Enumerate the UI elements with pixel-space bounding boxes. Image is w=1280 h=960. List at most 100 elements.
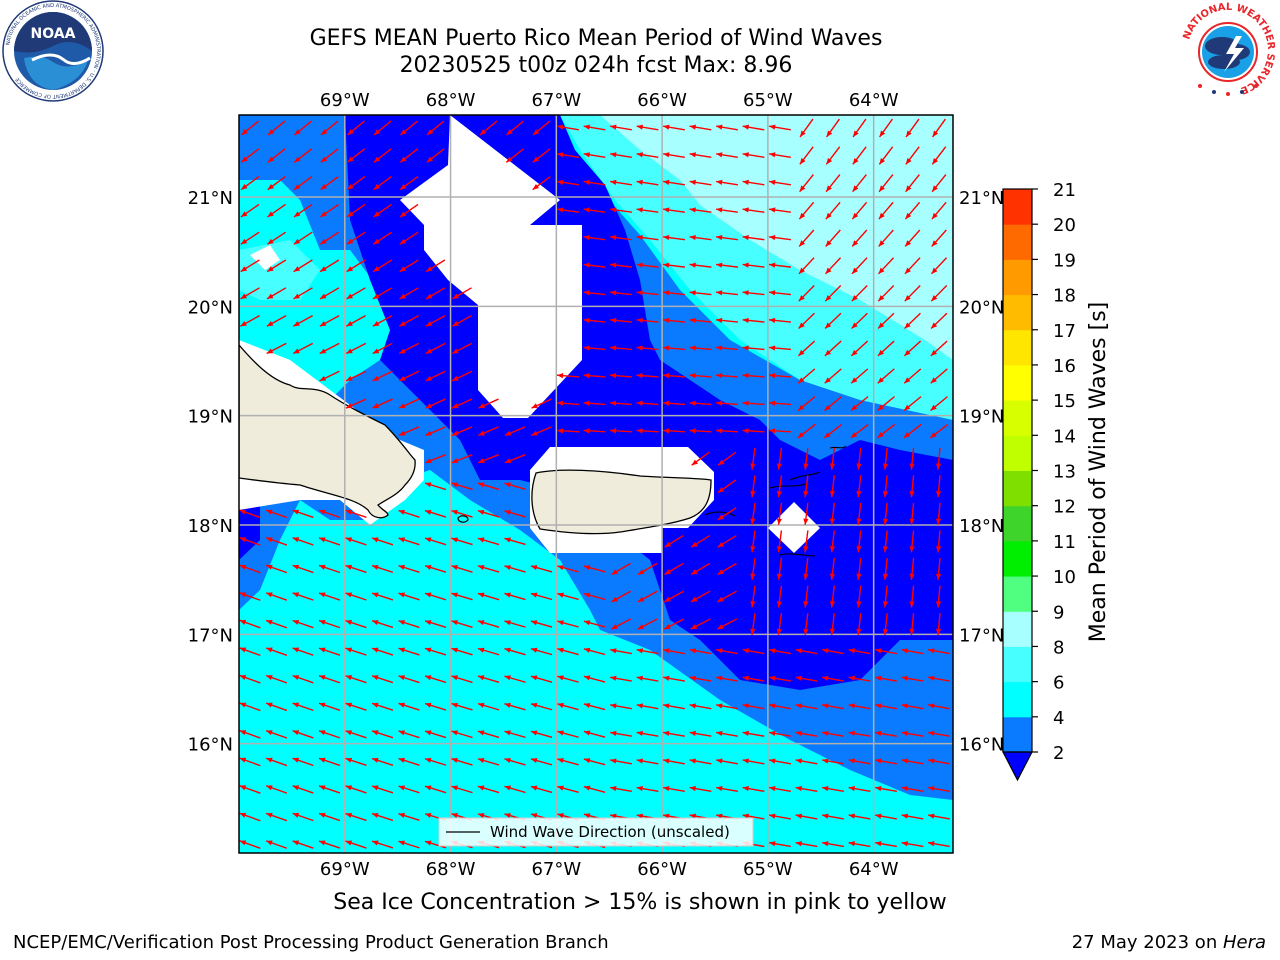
wind-wave-arrowhead [477, 509, 485, 515]
colorbar-tick-label: 11 [1053, 532, 1076, 553]
wind-wave-arrowhead [905, 212, 912, 220]
wind-wave-arrowhead [266, 509, 273, 515]
wind-wave-arrowhead [478, 430, 485, 436]
wind-wave-arrowhead [504, 675, 511, 681]
wind-wave-arrowhead [267, 183, 275, 190]
wind-wave-arrowhead [906, 130, 912, 137]
wind-wave-arrowhead [636, 207, 643, 213]
wind-wave-arrowhead [610, 345, 617, 351]
wind-wave-arrowhead [769, 373, 776, 379]
wind-wave-arrowhead [504, 702, 511, 708]
wind-wave-arrowhead [504, 620, 511, 626]
wind-wave-arrowhead [742, 262, 749, 268]
lon-label-top: 67°W [531, 90, 581, 111]
wind-wave-arrowhead [824, 349, 832, 356]
wind-wave-arrowhead [451, 565, 458, 570]
wind-wave-arrowhead [478, 458, 485, 463]
wind-wave-arrowhead [239, 564, 247, 570]
wind-wave-arrowhead [266, 785, 273, 791]
wind-wave-arrowhead [424, 647, 432, 653]
wind-wave-arrowhead [851, 349, 858, 356]
wind-wave-arrowhead [399, 375, 406, 381]
wind-wave-arrowhead [882, 601, 889, 608]
wind-wave-arrowhead [875, 675, 882, 681]
wind-wave-arrowhead [372, 785, 379, 791]
wind-wave-arrowhead [241, 183, 248, 190]
wind-wave-arrowhead [935, 601, 942, 608]
wind-wave-arrowhead [451, 482, 458, 488]
wind-wave-arrowhead [852, 185, 859, 192]
wind-wave-arrowhead [610, 235, 617, 241]
wind-wave-arrowhead [878, 212, 885, 220]
wind-wave-arrowhead [346, 211, 354, 217]
wind-wave-arrowhead [266, 321, 274, 327]
wind-wave-arrowhead [716, 703, 723, 709]
wind-wave-arrowhead [372, 840, 379, 846]
wind-wave-arrowhead [319, 321, 327, 327]
wind-wave-arrowhead [372, 375, 380, 381]
wind-wave-arrowhead [689, 290, 696, 296]
wind-wave-arrowhead [663, 345, 670, 351]
map-title: GEFS MEAN Puerto Rico Mean Period of Win… [309, 26, 883, 51]
wind-wave-arrowhead [901, 813, 909, 819]
colorbar-tick-label: 4 [1053, 708, 1064, 729]
wind-wave-arrowhead [769, 813, 776, 819]
lat-label-left: 20°N [188, 297, 233, 318]
wind-wave-arrowhead [477, 565, 485, 571]
wind-wave-arrowhead [346, 375, 353, 381]
wind-wave-arrowhead [663, 428, 670, 434]
wind-wave-arrowhead [266, 702, 273, 708]
wind-wave-arrowhead [636, 675, 644, 681]
wind-wave-arrowhead [689, 730, 697, 737]
wind-wave-arrowhead [399, 348, 406, 354]
wind-wave-arrowhead [477, 537, 485, 543]
wind-wave-arrowhead [798, 295, 805, 302]
wind-wave-arrowhead [795, 786, 803, 792]
wind-wave-arrowhead [717, 487, 725, 493]
wind-wave-arrowhead [822, 703, 829, 709]
wind-wave-arrowhead [240, 211, 248, 217]
wind-wave-arrowhead [882, 490, 889, 498]
wind-wave-arrowhead [829, 490, 836, 498]
wind-wave-arrowhead [583, 290, 590, 296]
wind-wave-arrowhead [372, 730, 379, 736]
wind-wave-arrowhead [909, 463, 915, 470]
wind-wave-arrowhead [266, 348, 274, 354]
wind-wave-arrowhead [239, 537, 247, 543]
wind-wave-arrowhead [372, 757, 379, 763]
wind-wave-arrowhead [398, 509, 406, 515]
lon-labels-bottom: 69°W 68°W 67°W 66°W 65°W 64°W [320, 859, 899, 880]
wind-wave-arrowhead [878, 267, 885, 274]
wind-wave-arrowhead [798, 377, 805, 384]
wind-wave-arrowhead [372, 537, 379, 543]
wind-wave-arrowhead [611, 624, 618, 630]
wind-wave-arrowhead [400, 183, 407, 190]
wind-wave-arrowhead [504, 565, 511, 571]
wind-wave-arrowhead [293, 293, 300, 299]
wind-wave-arrowhead [477, 730, 485, 736]
wind-wave-arrowhead [901, 703, 909, 709]
wind-wave-arrowhead [239, 840, 247, 846]
wind-wave-arrowhead [935, 546, 942, 553]
wind-wave-arrowhead [931, 322, 938, 329]
wind-wave-arrowhead [451, 509, 458, 515]
wind-wave-arrowhead [583, 179, 590, 185]
wind-wave-arrowhead [292, 675, 300, 681]
colorbar-under-triangle [1002, 751, 1033, 782]
wind-wave-arrowhead [478, 403, 486, 409]
wind-wave-arrowhead [610, 675, 617, 681]
wind-wave-arrowhead [769, 730, 776, 737]
wind-wave-arrowhead [345, 675, 353, 681]
wind-wave-arrowhead [636, 758, 644, 764]
wind-wave-arrowhead [372, 812, 379, 818]
wind-wave-arrowhead [742, 813, 750, 819]
wind-wave-arrowhead [795, 675, 803, 681]
wind-wave-arrowhead [557, 373, 564, 379]
wind-wave-arrowhead [689, 235, 696, 241]
wind-wave-arrowhead [829, 573, 836, 580]
wind-wave-arrowhead [319, 812, 326, 818]
wind-wave-arrowhead [320, 211, 327, 217]
wind-wave-arrowhead [769, 758, 776, 764]
wind-wave-arrowhead [583, 730, 591, 736]
wind-wave-arrowhead [292, 564, 300, 570]
